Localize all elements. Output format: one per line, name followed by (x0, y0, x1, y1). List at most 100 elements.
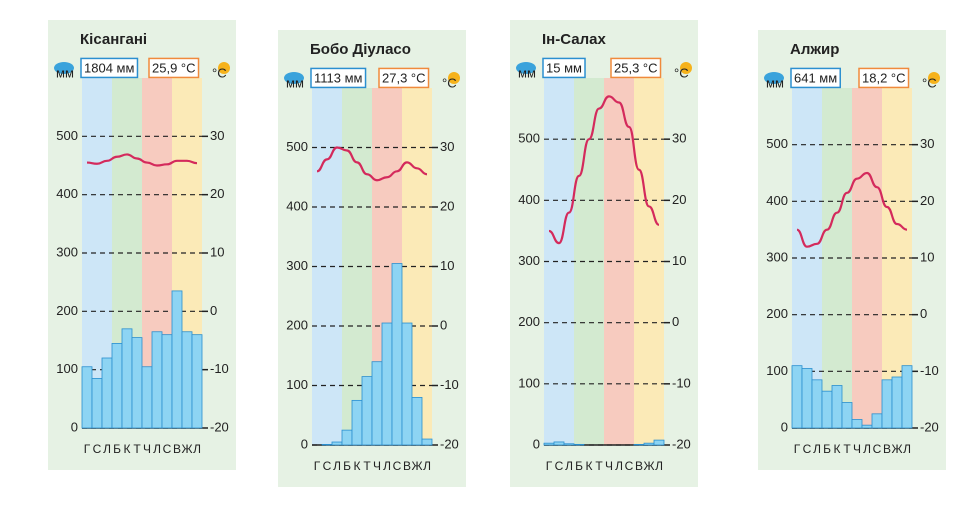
precip-bar (171, 290, 183, 429)
precip-bar (361, 376, 373, 446)
precip-bar (881, 379, 893, 429)
precip-bar (321, 444, 333, 446)
precip-total: 1113 мм (314, 70, 363, 85)
sun-icon (928, 72, 940, 84)
y2-tick-label: -20 (440, 436, 459, 451)
y-tick-label: 500 (286, 139, 308, 154)
y2-tick-label: -20 (672, 436, 691, 451)
cloud-icon (516, 62, 536, 74)
y-tick-label: 400 (766, 193, 788, 208)
precip-total: 15 мм (546, 60, 582, 75)
x-tick-label: Г (314, 459, 321, 473)
x-tick-label: С (163, 442, 172, 456)
sun-icon (448, 72, 460, 84)
y2-tick-label: 10 (672, 253, 686, 268)
y2-tick-label: -20 (920, 419, 939, 434)
x-tick-label: В (635, 459, 643, 473)
y-tick-label: 200 (518, 314, 540, 329)
x-tick-label: Ж (643, 459, 654, 473)
y-tick-label: 100 (286, 377, 308, 392)
y2-tick-label: 10 (920, 249, 934, 264)
precip-bar (573, 443, 585, 446)
x-tick-label: Ч (373, 459, 381, 473)
y-tick-label: 0 (533, 436, 540, 451)
precip-bar (633, 443, 645, 446)
precip-bar (543, 442, 555, 446)
mean-temp: 25,3 °C (614, 60, 658, 75)
x-tick-label: Ч (853, 442, 861, 456)
x-tick-label: С (873, 442, 882, 456)
precip-bar (811, 379, 823, 429)
precip-bar (563, 443, 575, 446)
mean-temp: 25,9 °C (152, 60, 196, 75)
temperature-line (316, 146, 428, 182)
y2-axis-label: °C (674, 65, 689, 80)
y-tick-label: 500 (766, 136, 788, 151)
y-axis-label: мм (56, 65, 74, 80)
y-tick-label: 200 (766, 306, 788, 321)
x-tick-label: Л (103, 442, 111, 456)
x-tick-label: Г (84, 442, 91, 456)
y-tick-label: 400 (56, 186, 78, 201)
precip-bar (101, 357, 113, 429)
x-tick-label: Л (423, 459, 431, 473)
y2-tick-label: 0 (210, 303, 217, 318)
y2-tick-label: -10 (210, 361, 229, 376)
x-tick-label: Л (655, 459, 663, 473)
precip-bar (91, 378, 103, 429)
x-tick-label: В (883, 442, 891, 456)
x-tick-label: К (586, 459, 593, 473)
x-tick-label: К (124, 442, 131, 456)
precip-bar (421, 438, 433, 446)
precip-bar (791, 365, 803, 429)
y-tick-label: 400 (518, 192, 540, 207)
precip-bar (801, 368, 813, 429)
y2-tick-label: 0 (920, 306, 927, 321)
x-tick-label: С (93, 442, 102, 456)
temperature-line (796, 171, 908, 248)
precip-bar (391, 263, 403, 446)
y2-tick-label: 30 (672, 131, 686, 146)
x-tick-label: Б (343, 459, 351, 473)
precip-bar (351, 399, 363, 446)
precip-bar (891, 376, 903, 429)
x-tick-label: С (393, 459, 402, 473)
cloud-icon (764, 72, 784, 84)
y-tick-label: 0 (301, 436, 308, 451)
y2-axis-label: °C (212, 65, 227, 80)
temperature-line (86, 153, 198, 167)
y2-tick-label: 20 (440, 198, 454, 213)
x-tick-label: Л (903, 442, 911, 456)
y2-tick-label: -10 (440, 377, 459, 392)
label-box (542, 57, 586, 79)
y-tick-label: 300 (286, 258, 308, 273)
x-tick-label: Ж (181, 442, 192, 456)
cloud-icon (284, 72, 304, 84)
precip-bar (401, 322, 413, 446)
y2-tick-label: 30 (210, 128, 224, 143)
y2-tick-label: 20 (672, 192, 686, 207)
y-tick-label: 300 (56, 244, 78, 259)
precip-bar (861, 424, 873, 429)
precip-bar (851, 419, 863, 429)
y2-tick-label: 30 (920, 136, 934, 151)
y2-tick-label: 10 (210, 244, 224, 259)
y-tick-label: 200 (286, 317, 308, 332)
precip-bar (151, 331, 163, 429)
x-tick-label: Б (113, 442, 121, 456)
precip-bar (901, 365, 913, 429)
precip-bar (643, 442, 655, 446)
x-tick-label: Г (546, 459, 553, 473)
x-tick-label: Т (133, 442, 141, 456)
chart-title: Алжир (790, 41, 839, 58)
mean-temp: 27,3 °C (382, 70, 426, 85)
precip-total: 1804 мм (84, 60, 134, 75)
precip-bar (871, 413, 883, 429)
precip-bar (81, 366, 93, 429)
label-box (858, 67, 910, 89)
y2-tick-label: 30 (440, 139, 454, 154)
y-tick-label: 300 (518, 253, 540, 268)
y-axis-label: мм (286, 75, 304, 90)
